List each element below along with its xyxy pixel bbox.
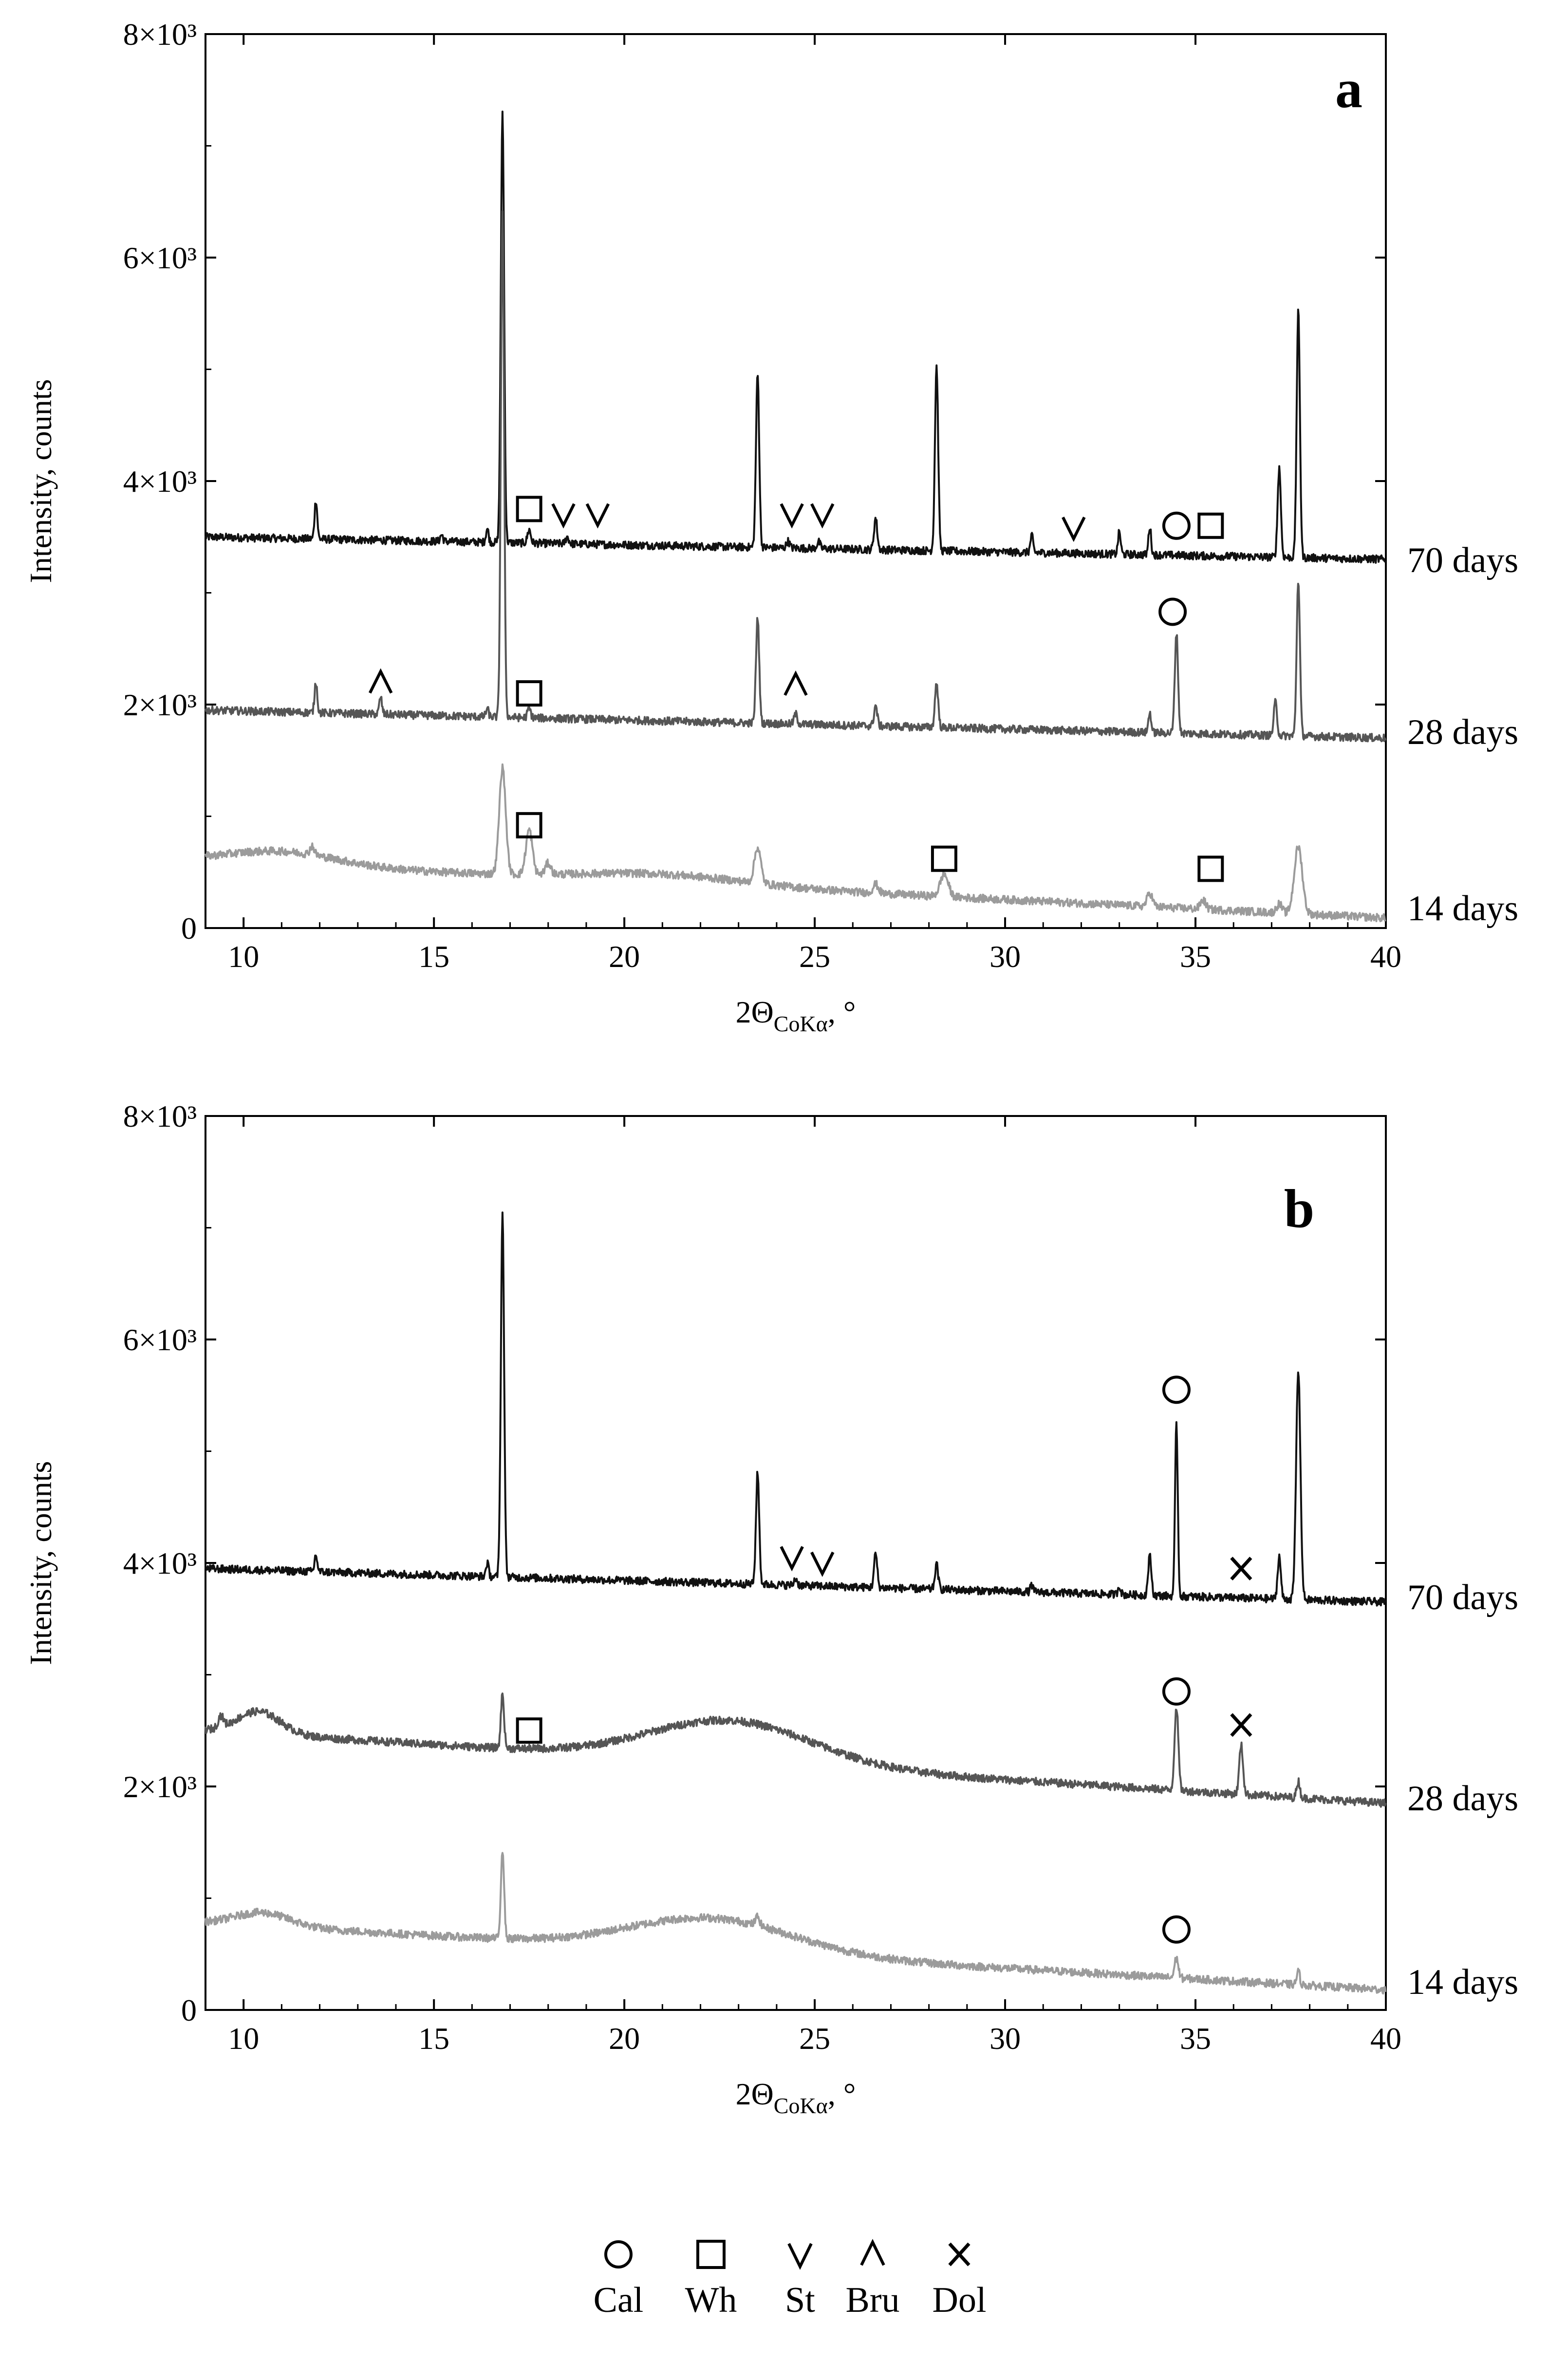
axis-ticks: 10 15 20 25 30 35 40 0 2×10³ 4×10³ 6×10³ 8×10³: [123, 1099, 1401, 2056]
legend-item-st: St: [785, 2243, 815, 2320]
plot-area: [205, 1211, 1387, 1995]
x-axis-title-unit: , °: [828, 2077, 856, 2111]
caret-marker-icon: [784, 670, 808, 696]
y-tick-label: 0: [181, 1993, 197, 2027]
y-tick-label: 4×10³: [123, 1546, 197, 1580]
v-marker-icon: [585, 503, 610, 529]
plot-frame: [205, 33, 1387, 929]
series-line-14-days: [205, 1852, 1387, 1995]
series-line-70-days: [205, 1211, 1386, 1607]
v-marker-icon: [810, 503, 835, 529]
x-marker-icon: [1230, 1557, 1252, 1580]
circle-symbol-icon: [604, 2240, 633, 2268]
x-tick-label: 10: [228, 939, 259, 974]
panel-a: 10 15 20 25 30 35 40 0 2×10³ 4×10³ 6×10³ 8×10³ a In…: [23, 17, 1518, 1036]
square-marker-icon: [516, 812, 542, 838]
axis-ticks: 10 15 20 25 30 35 40 0 2×10³ 4×10³ 6×10³ 8×10³: [123, 17, 1401, 974]
x-tick-label: 35: [1180, 939, 1211, 974]
legend-item-bru: Bru: [846, 2239, 900, 2320]
v-marker-icon: [551, 503, 576, 529]
panel-letter-b: b: [1284, 1179, 1314, 1239]
x-tick-label: 40: [1370, 939, 1401, 974]
x-axis-title-unit: , °: [828, 995, 856, 1029]
x-tick-label: 35: [1180, 2021, 1211, 2056]
square-marker-icon: [516, 1717, 542, 1744]
x-axis-title: 2ΘCoKα, °: [736, 2077, 856, 2118]
y-tick-label: 4×10³: [123, 464, 197, 499]
y-tick-label: 0: [181, 911, 197, 946]
legend-label-cal: Cal: [594, 2280, 644, 2320]
series-line-14-days: [205, 763, 1386, 923]
x-axis-title-subscript: CoKα: [774, 1011, 828, 1036]
panel-b: 10 15 20 25 30 35 40 0 2×10³ 4×10³ 6×10³ 8×10³ b In…: [23, 1099, 1518, 2118]
v-marker-icon: [780, 503, 804, 529]
legend-label-dol: Dol: [933, 2280, 987, 2320]
phase-legend: Cal Wh St Bru Dol: [594, 2239, 987, 2320]
y-tick-label: 8×10³: [123, 17, 197, 52]
series-label-28-days: 28 days: [1407, 1779, 1518, 1819]
circle-marker-icon: [1158, 597, 1187, 626]
x-tick-label: 15: [418, 2021, 449, 2056]
x-tick-label: 25: [799, 2021, 830, 2056]
v-marker-icon: [810, 1551, 835, 1577]
series-label-14-days: 14 days: [1407, 1962, 1518, 2002]
phase-markers: [516, 1376, 1252, 1944]
series-label-70-days: 70 days: [1407, 1578, 1518, 1618]
y-tick-label: 2×10³: [123, 688, 197, 722]
phase-markers: [369, 496, 1224, 882]
x-axis-title-symbol: 2Θ: [736, 995, 774, 1029]
y-axis-title: Intensity, counts: [23, 1461, 58, 1665]
y-tick-label: 6×10³: [123, 241, 197, 275]
square-marker-icon: [1197, 512, 1224, 539]
series-line-28-days: [205, 1692, 1387, 1808]
circle-marker-icon: [1162, 1376, 1191, 1404]
square-marker-icon: [1197, 855, 1224, 882]
x-tick-label: 20: [609, 939, 640, 974]
x-axis-title-subscript: CoKα: [774, 2093, 828, 2118]
y-tick-label: 6×10³: [123, 1322, 197, 1357]
square-symbol-icon: [696, 2240, 726, 2269]
x-tick-label: 40: [1370, 2021, 1401, 2056]
legend-item-dol: Dol: [933, 2242, 987, 2320]
panel-letter-a: a: [1335, 59, 1362, 119]
series-label-70-days: 70 days: [1407, 540, 1518, 580]
legend-label-bru: Bru: [846, 2280, 900, 2320]
legend-item-wh: Wh: [685, 2240, 737, 2320]
v-marker-icon: [780, 1546, 804, 1572]
x-tick-label: 30: [989, 2021, 1021, 2056]
x-tick-label: 25: [799, 939, 830, 974]
x-tick-label: 15: [418, 939, 449, 974]
legend-item-cal: Cal: [594, 2240, 644, 2320]
v-marker-icon: [1062, 517, 1086, 542]
x-tick-label: 10: [228, 2021, 259, 2056]
v-symbol-icon: [787, 2243, 813, 2270]
x-symbol-icon: [948, 2242, 970, 2267]
square-marker-icon: [516, 680, 542, 707]
series-line-70-days: [205, 111, 1386, 564]
series-line-28-days: [205, 210, 1387, 743]
square-marker-icon: [931, 845, 957, 872]
circle-marker-icon: [1162, 1677, 1191, 1706]
legend-label-wh: Wh: [685, 2280, 737, 2320]
y-tick-label: 2×10³: [123, 1769, 197, 1804]
x-marker-icon: [1230, 1713, 1252, 1737]
legend-label-st: St: [785, 2280, 815, 2320]
series-label-14-days: 14 days: [1407, 889, 1518, 929]
circle-marker-icon: [1162, 1915, 1191, 1944]
caret-symbol-icon: [860, 2239, 885, 2266]
circle-marker-icon: [1162, 511, 1191, 540]
series-labels: 70 days 28 days 14 days: [1407, 1578, 1518, 2002]
caret-marker-icon: [369, 668, 393, 694]
series-labels: 70 days 28 days 14 days: [1407, 540, 1518, 929]
x-tick-label: 30: [989, 939, 1021, 974]
square-marker-icon: [516, 496, 542, 522]
y-tick-label: 8×10³: [123, 1099, 197, 1134]
y-axis-title: Intensity, counts: [23, 379, 58, 583]
series-label-28-days: 28 days: [1407, 712, 1518, 752]
plot-area: [205, 111, 1387, 923]
x-axis-title: 2ΘCoKα, °: [736, 995, 856, 1036]
x-axis-title-symbol: 2Θ: [736, 2077, 774, 2111]
x-tick-label: 20: [609, 2021, 640, 2056]
